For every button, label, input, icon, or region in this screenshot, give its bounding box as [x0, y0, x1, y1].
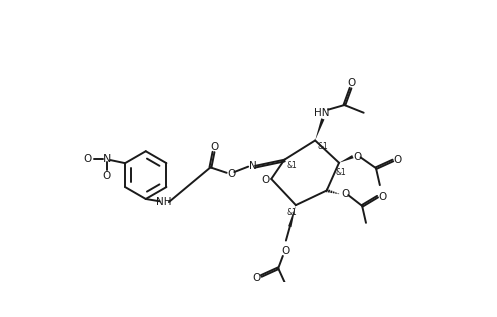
Text: &1: &1	[287, 161, 297, 170]
Polygon shape	[339, 155, 353, 163]
Text: O: O	[347, 79, 355, 88]
Text: &1: &1	[318, 142, 328, 151]
Text: O: O	[353, 152, 362, 162]
Text: N: N	[102, 153, 111, 164]
Polygon shape	[315, 118, 325, 140]
Text: &1: &1	[336, 167, 347, 177]
Text: O: O	[282, 246, 290, 256]
Text: O: O	[378, 192, 386, 202]
Text: N: N	[249, 161, 256, 171]
Text: O: O	[262, 175, 270, 185]
Polygon shape	[288, 205, 296, 227]
Text: O: O	[252, 273, 261, 283]
Text: &1: &1	[287, 208, 297, 217]
Text: NH: NH	[156, 197, 171, 207]
Text: O: O	[83, 153, 91, 164]
Text: O: O	[210, 142, 218, 152]
Text: O: O	[227, 169, 236, 178]
Text: O: O	[394, 155, 402, 165]
Text: O: O	[341, 189, 349, 199]
Text: HN: HN	[314, 108, 329, 118]
Text: O: O	[102, 171, 111, 181]
